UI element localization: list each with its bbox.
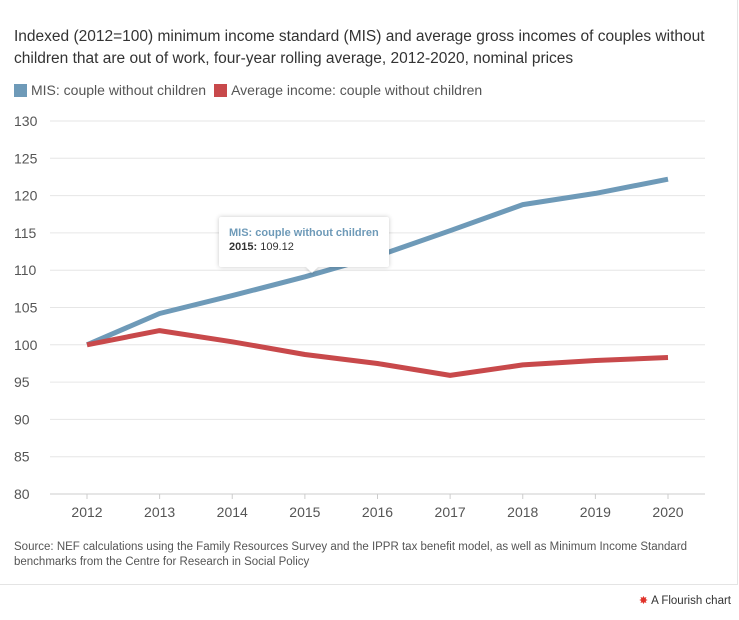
x-tick-label-2018: 2018 (507, 504, 538, 520)
chart-frame (0, 0, 738, 585)
y-tick-label-80: 80 (14, 486, 30, 502)
y-tick-label-105: 105 (14, 300, 38, 316)
legend-swatch-average-income (214, 83, 228, 97)
y-tick-label-120: 120 (14, 188, 38, 204)
x-tick-label-2017: 2017 (435, 504, 466, 520)
series-lines (86, 176, 669, 378)
legend-swatch-mis (14, 83, 27, 97)
y-tick-label-110: 110 (14, 262, 37, 278)
x-tick-label-2014: 2014 (217, 504, 248, 520)
tooltip-year: 2015: (229, 241, 258, 253)
x-axis: 2012 2013 2014 2015 2016 2017 2018 2019 2020 (71, 494, 684, 520)
y-tick-label-85: 85 (14, 449, 30, 465)
x-tick-label-2016: 2016 (362, 504, 393, 520)
legend: MIS: couple without children Average inc… (14, 82, 490, 98)
flourish-credit-text: A Flourish chart (651, 594, 731, 607)
tooltip-series: MIS: couple without children (229, 227, 379, 239)
y-tick-label-115: 115 (14, 225, 37, 241)
gridlines (50, 120, 705, 495)
legend-item-mis[interactable]: MIS: couple without children (14, 82, 206, 98)
y-axis: 80 85 90 95 100 105 110 115 120 125 130 (14, 113, 38, 502)
y-tick-label-125: 125 (14, 150, 38, 166)
tooltip-value-line: 2015: 109.12 (229, 241, 379, 253)
y-tick-label-90: 90 (14, 411, 30, 427)
source-note: Source: NEF calculations using the Famil… (14, 541, 688, 568)
flourish-credit[interactable]: ✸ A Flourish chart (638, 594, 731, 608)
x-tick-label-2015: 2015 (289, 504, 320, 520)
data-points (85, 177, 671, 378)
tooltip-value: 109.12 (260, 241, 294, 253)
y-tick-label-130: 130 (14, 113, 38, 129)
x-tick-label-2012: 2012 (71, 504, 102, 520)
x-tick-label-2019: 2019 (580, 504, 611, 520)
legend-item-average-income[interactable]: Average income: couple without children (214, 82, 482, 98)
y-tick-label-100: 100 (14, 337, 38, 353)
series-line-average-income (86, 328, 669, 378)
flourish-icon: ✸ (638, 595, 649, 607)
chart-title: Indexed (2012=100) minimum income standa… (14, 28, 705, 67)
legend-label-average-income: Average income: couple without children (231, 82, 483, 98)
y-tick-label-95: 95 (14, 374, 30, 390)
x-tick-label-2020: 2020 (652, 504, 683, 520)
tooltip-arrow (305, 266, 319, 273)
tooltip: MIS: couple without children 2015: 109.1… (219, 217, 389, 273)
legend-label-mis: MIS: couple without children (31, 82, 207, 98)
x-tick-label-2013: 2013 (144, 504, 175, 520)
